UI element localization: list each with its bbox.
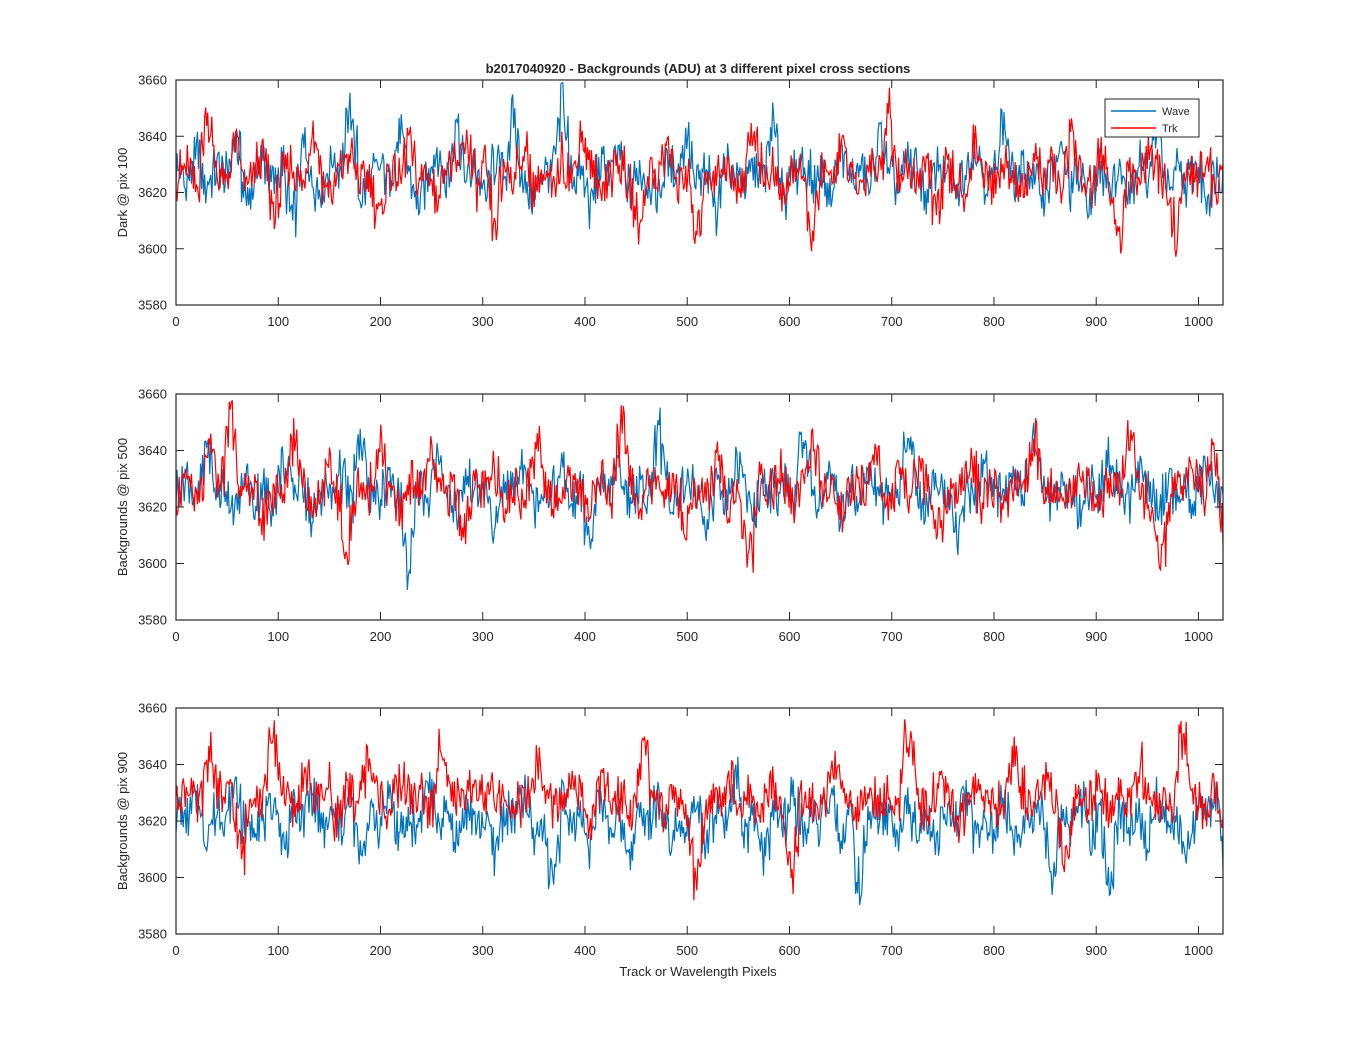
series-line-trk-3 [176,719,1223,901]
y-axis-label-1: Dark @ pix 100 [115,148,130,238]
x-tick-label: 500 [676,943,698,958]
y-axis-label-2: Backgrounds @ pix 500 [115,438,130,576]
legend-box [1104,98,1200,138]
y-tick-label: 3620 [138,185,167,200]
y-tick-label: 3640 [138,129,167,144]
series-line-wave-3 [176,756,1223,905]
x-tick-label: 100 [267,314,289,329]
y-tick-label: 3620 [138,500,167,515]
y-tick-label: 3580 [138,927,167,942]
y-tick-label: 3640 [138,757,167,772]
x-tick-label: 300 [472,943,494,958]
x-tick-label: 200 [370,943,392,958]
axes-panel-1: 0 100 200 300 400 500 600 700 800 900 1000 3580 3600… [115,73,1224,329]
x-tick-label: 700 [881,314,903,329]
x-tick-label: 800 [983,943,1005,958]
legend-label-trk: Trk [1162,123,1178,135]
x-tick-label: 0 [172,629,179,644]
x-tick-label: 100 [267,629,289,644]
x-tick-label: 800 [983,314,1005,329]
y-tick-label: 3660 [138,387,167,402]
x-tick-label: 0 [172,943,179,958]
x-tick-label: 600 [779,943,801,958]
x-tick-label: 400 [574,943,596,958]
x-tick-label: 500 [676,314,698,329]
y-tick-label: 3580 [138,613,167,628]
x-tick-label: 200 [370,314,392,329]
x-tick-label: 900 [1085,629,1107,644]
y-tick-label: 3620 [138,814,167,829]
y-axis-label-3: Backgrounds @ pix 900 [115,752,130,890]
series-line-trk-2 [176,400,1223,573]
x-tick-label: 400 [574,314,596,329]
x-tick-label: 500 [676,629,698,644]
legend-label-wave: Wave [1162,106,1190,118]
x-tick-label: 700 [881,943,903,958]
y-tick-label: 3600 [138,556,167,571]
axes-layer: 0 100 200 300 400 500 600 700 800 900 100035803600… [115,73,1224,958]
x-tick-label: 600 [779,314,801,329]
x-tick-label: 800 [983,629,1005,644]
x-tick-label: 600 [779,629,801,644]
legend: Wave Trk [1104,98,1200,138]
y-tick-label: 3600 [138,870,167,885]
y-tick-label: 3660 [138,701,167,716]
x-tick-label: 100 [267,943,289,958]
series-line-wave-1 [176,82,1223,238]
y-tick-label: 3640 [138,443,167,458]
x-tick-label: 1000 [1184,629,1213,644]
x-tick-label: 400 [574,629,596,644]
y-tick-label: 3580 [138,298,167,313]
axes-panel-3: 0 100 200 300 400 500 600 700 800 900 1000 3580 3600… [115,701,1224,958]
y-tick-label: 3660 [138,73,167,88]
figure-title: b2017040920 - Backgrounds (ADU) at 3 dif… [486,61,911,76]
x-tick-label: 300 [472,629,494,644]
x-tick-label: 1000 [1184,314,1213,329]
x-axis-label: Track or Wavelength Pixels [619,964,777,979]
x-tick-label: 700 [881,629,903,644]
x-tick-label: 300 [472,314,494,329]
axes-panel-2: 0 100 200 300 400 500 600 700 800 900 1000 3580 3600… [115,387,1224,644]
series-line-trk-1 [176,87,1223,257]
y-tick-label: 3600 [138,241,167,256]
x-tick-label: 900 [1085,314,1107,329]
x-tick-label: 900 [1085,943,1107,958]
x-tick-label: 0 [172,314,179,329]
x-tick-label: 1000 [1184,943,1213,958]
x-tick-label: 200 [370,629,392,644]
